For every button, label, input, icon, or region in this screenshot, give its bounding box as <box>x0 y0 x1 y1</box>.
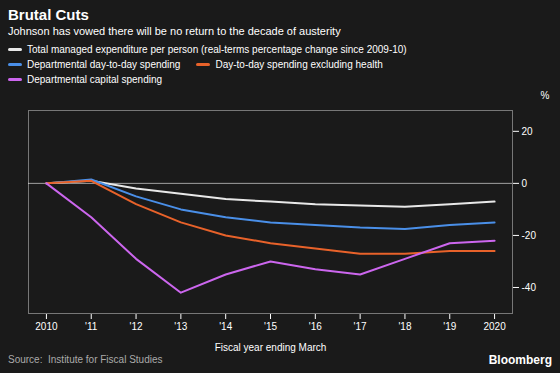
svg-text:'19: '19 <box>443 321 456 332</box>
svg-text:'16: '16 <box>309 321 322 332</box>
svg-text:2010: 2010 <box>35 321 58 332</box>
svg-text:'17: '17 <box>354 321 367 332</box>
html-text:Brutal Cuts: Brutal Cuts <box>8 6 89 23</box>
svg-text:-20: -20 <box>522 230 537 241</box>
svg-text:-40: -40 <box>522 282 537 293</box>
svg-text:'15: '15 <box>264 321 277 332</box>
svg-text:'18: '18 <box>398 321 411 332</box>
svg-text:0: 0 <box>522 178 528 189</box>
html-text:Departmental day-to-day spendi: Departmental day-to-day spending <box>27 59 181 70</box>
html-text:Departmental capital spending: Departmental capital spending <box>27 74 163 85</box>
svg-text:'12: '12 <box>130 321 143 332</box>
svg-text:2020: 2020 <box>483 321 506 332</box>
html-text:Day-to-day spending excluding: Day-to-day spending excluding health <box>215 59 383 70</box>
html-text:Source: Institute for Fiscal S: Source: Institute for Fiscal Studies <box>8 354 163 365</box>
svg-text:'14: '14 <box>219 321 232 332</box>
html-text:Bloomberg: Bloomberg <box>488 353 552 367</box>
svg-text:'13: '13 <box>174 321 187 332</box>
svg-text:'11: '11 <box>85 321 98 332</box>
svg-text:%: % <box>541 90 550 101</box>
html-text:Total managed expenditure per: Total managed expenditure per person (re… <box>27 44 407 55</box>
svg-text:20: 20 <box>522 126 534 137</box>
html-text:Johnson has vowed there will b: Johnson has vowed there will be no retur… <box>8 25 341 37</box>
svg-text:Fiscal year ending March: Fiscal year ending March <box>215 342 327 353</box>
